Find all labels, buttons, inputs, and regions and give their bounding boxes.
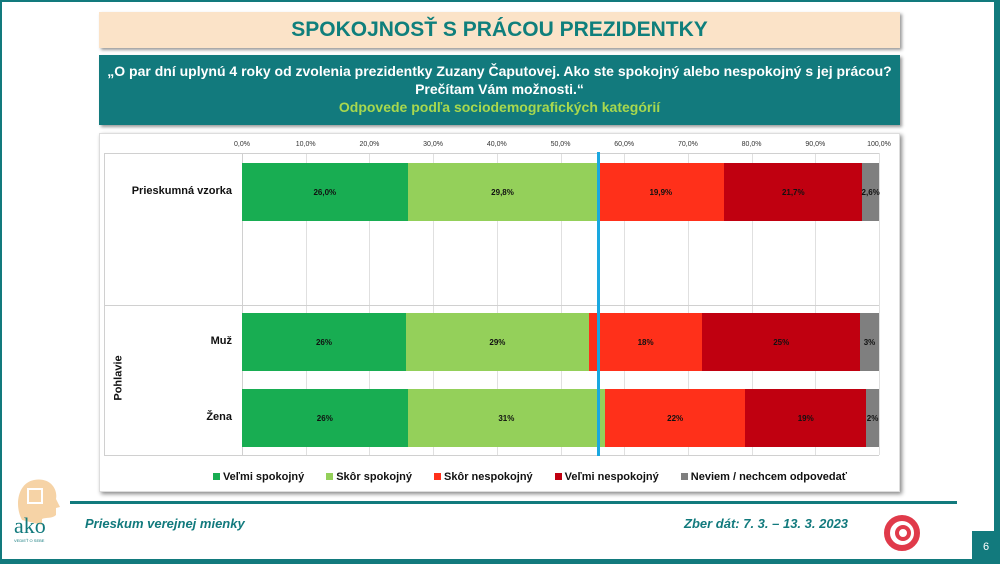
axis-tick-label: 80,0% [741, 141, 762, 148]
question-subtitle: Odpovede podľa sociodemografických kateg… [338, 99, 661, 115]
page-number: 6 [972, 531, 1000, 564]
gridline [433, 153, 435, 455]
axis-tick-label: 90,0% [805, 141, 826, 148]
question-box: „O par dní uplynú 4 roky od zvolenia pre… [99, 55, 900, 125]
bar-row: 26,0% 29,8% 19,9% 21,7% 2,6% [242, 163, 880, 221]
legend-swatch [434, 473, 442, 480]
axis-tick-label: 40,0% [486, 141, 507, 148]
legend-swatch [326, 473, 334, 480]
legend-label: Veľmi spokojný [222, 471, 305, 483]
legend-label: Skôr spokojný [336, 471, 413, 483]
bar-segment: 3% [860, 313, 879, 371]
gridline [624, 153, 626, 455]
axis-tick-label: 20,0% [359, 141, 380, 148]
bar-segment: 2,6% [862, 163, 880, 221]
legend-item: Veľmi nespokojný [554, 471, 659, 483]
row-divider [104, 455, 879, 456]
ako-logo: ako VEDIEŤ O SEBE [14, 479, 60, 543]
gridline [815, 153, 817, 455]
group-label: Pohlavie [112, 355, 125, 401]
axis-tick-label: 10,0% [295, 141, 316, 148]
spiral-logo-icon [884, 515, 920, 551]
gridline [496, 153, 498, 455]
legend-item: Neviem / nechcem odpovedať [680, 471, 848, 483]
bar-segment: 21,7% [724, 163, 863, 221]
bar-segment: 2% [866, 389, 879, 447]
legend-item: Veľmi spokojný [212, 471, 305, 483]
footer-date: Zber dát: 7. 3. – 13. 3. 2023 [684, 516, 849, 531]
axis-tick-label: 50,0% [550, 141, 571, 148]
chart-legend: Veľmi spokojný Skôr spokojný Skôr nespokoj… [0, 471, 1000, 483]
gridline [687, 153, 689, 455]
bar-row: 26% 31% 22% 19% 2% [242, 389, 879, 447]
footer-divider [70, 501, 957, 504]
question-text: „O par dní uplynú 4 roky od zvolenia pre… [107, 63, 892, 97]
bar-segment: 19,9% [597, 163, 725, 221]
bar-segment: 29% [405, 313, 589, 371]
axis-tick-label: 100,0% [867, 141, 891, 148]
label-divider [242, 153, 243, 455]
bar-segment: 22% [605, 389, 746, 447]
reference-line [597, 152, 601, 456]
bar-segment: 26% [242, 389, 408, 447]
bar-row: 26% 29% 18% 25% 3% [242, 313, 879, 371]
gridline [879, 153, 880, 455]
row-label: Muž [210, 335, 232, 347]
legend-item: Skôr spokojný [326, 471, 412, 483]
slide-title: SPOKOJNOSŤ S PRÁCOU PREZIDENTKY [99, 12, 900, 48]
axis-tick-label: 60,0% [614, 141, 635, 148]
axis-tick-label: 0,0% [234, 141, 250, 148]
legend-label: Neviem / nechcem odpovedať [690, 471, 848, 483]
row-divider [104, 305, 879, 306]
svg-text:VEDIEŤ O SEBE: VEDIEŤ O SEBE [14, 538, 45, 543]
bar-segment: 25% [702, 313, 861, 371]
row-label: Žena [206, 411, 232, 423]
row-divider [104, 153, 879, 154]
legend-item: Skôr nespokojný [434, 471, 533, 483]
row-label: Prieskumná vzorka [131, 185, 232, 197]
bar-segment: 31% [407, 389, 606, 447]
bar-segment: 26% [242, 313, 406, 371]
legend-swatch [554, 473, 562, 480]
legend-label: Veľmi nespokojný [564, 471, 659, 483]
bar-segment: 18% [588, 313, 703, 371]
bar-segment: 19% [745, 389, 867, 447]
gridline [560, 153, 562, 455]
gridline [751, 153, 753, 455]
axis-tick-label: 70,0% [677, 141, 698, 148]
svg-text:ako: ako [14, 513, 46, 538]
gridline [305, 153, 307, 455]
group-divider [104, 153, 105, 455]
legend-swatch [212, 473, 220, 480]
axis-tick-label: 30,0% [423, 141, 444, 148]
footer-left: Prieskum verejnej mienky [85, 516, 245, 531]
bar-segment: 29,8% [407, 163, 598, 221]
bar-segment: 26,0% [242, 163, 408, 221]
legend-swatch [680, 473, 688, 480]
gridline [369, 153, 371, 455]
legend-label: Skôr nespokojný [444, 471, 533, 483]
